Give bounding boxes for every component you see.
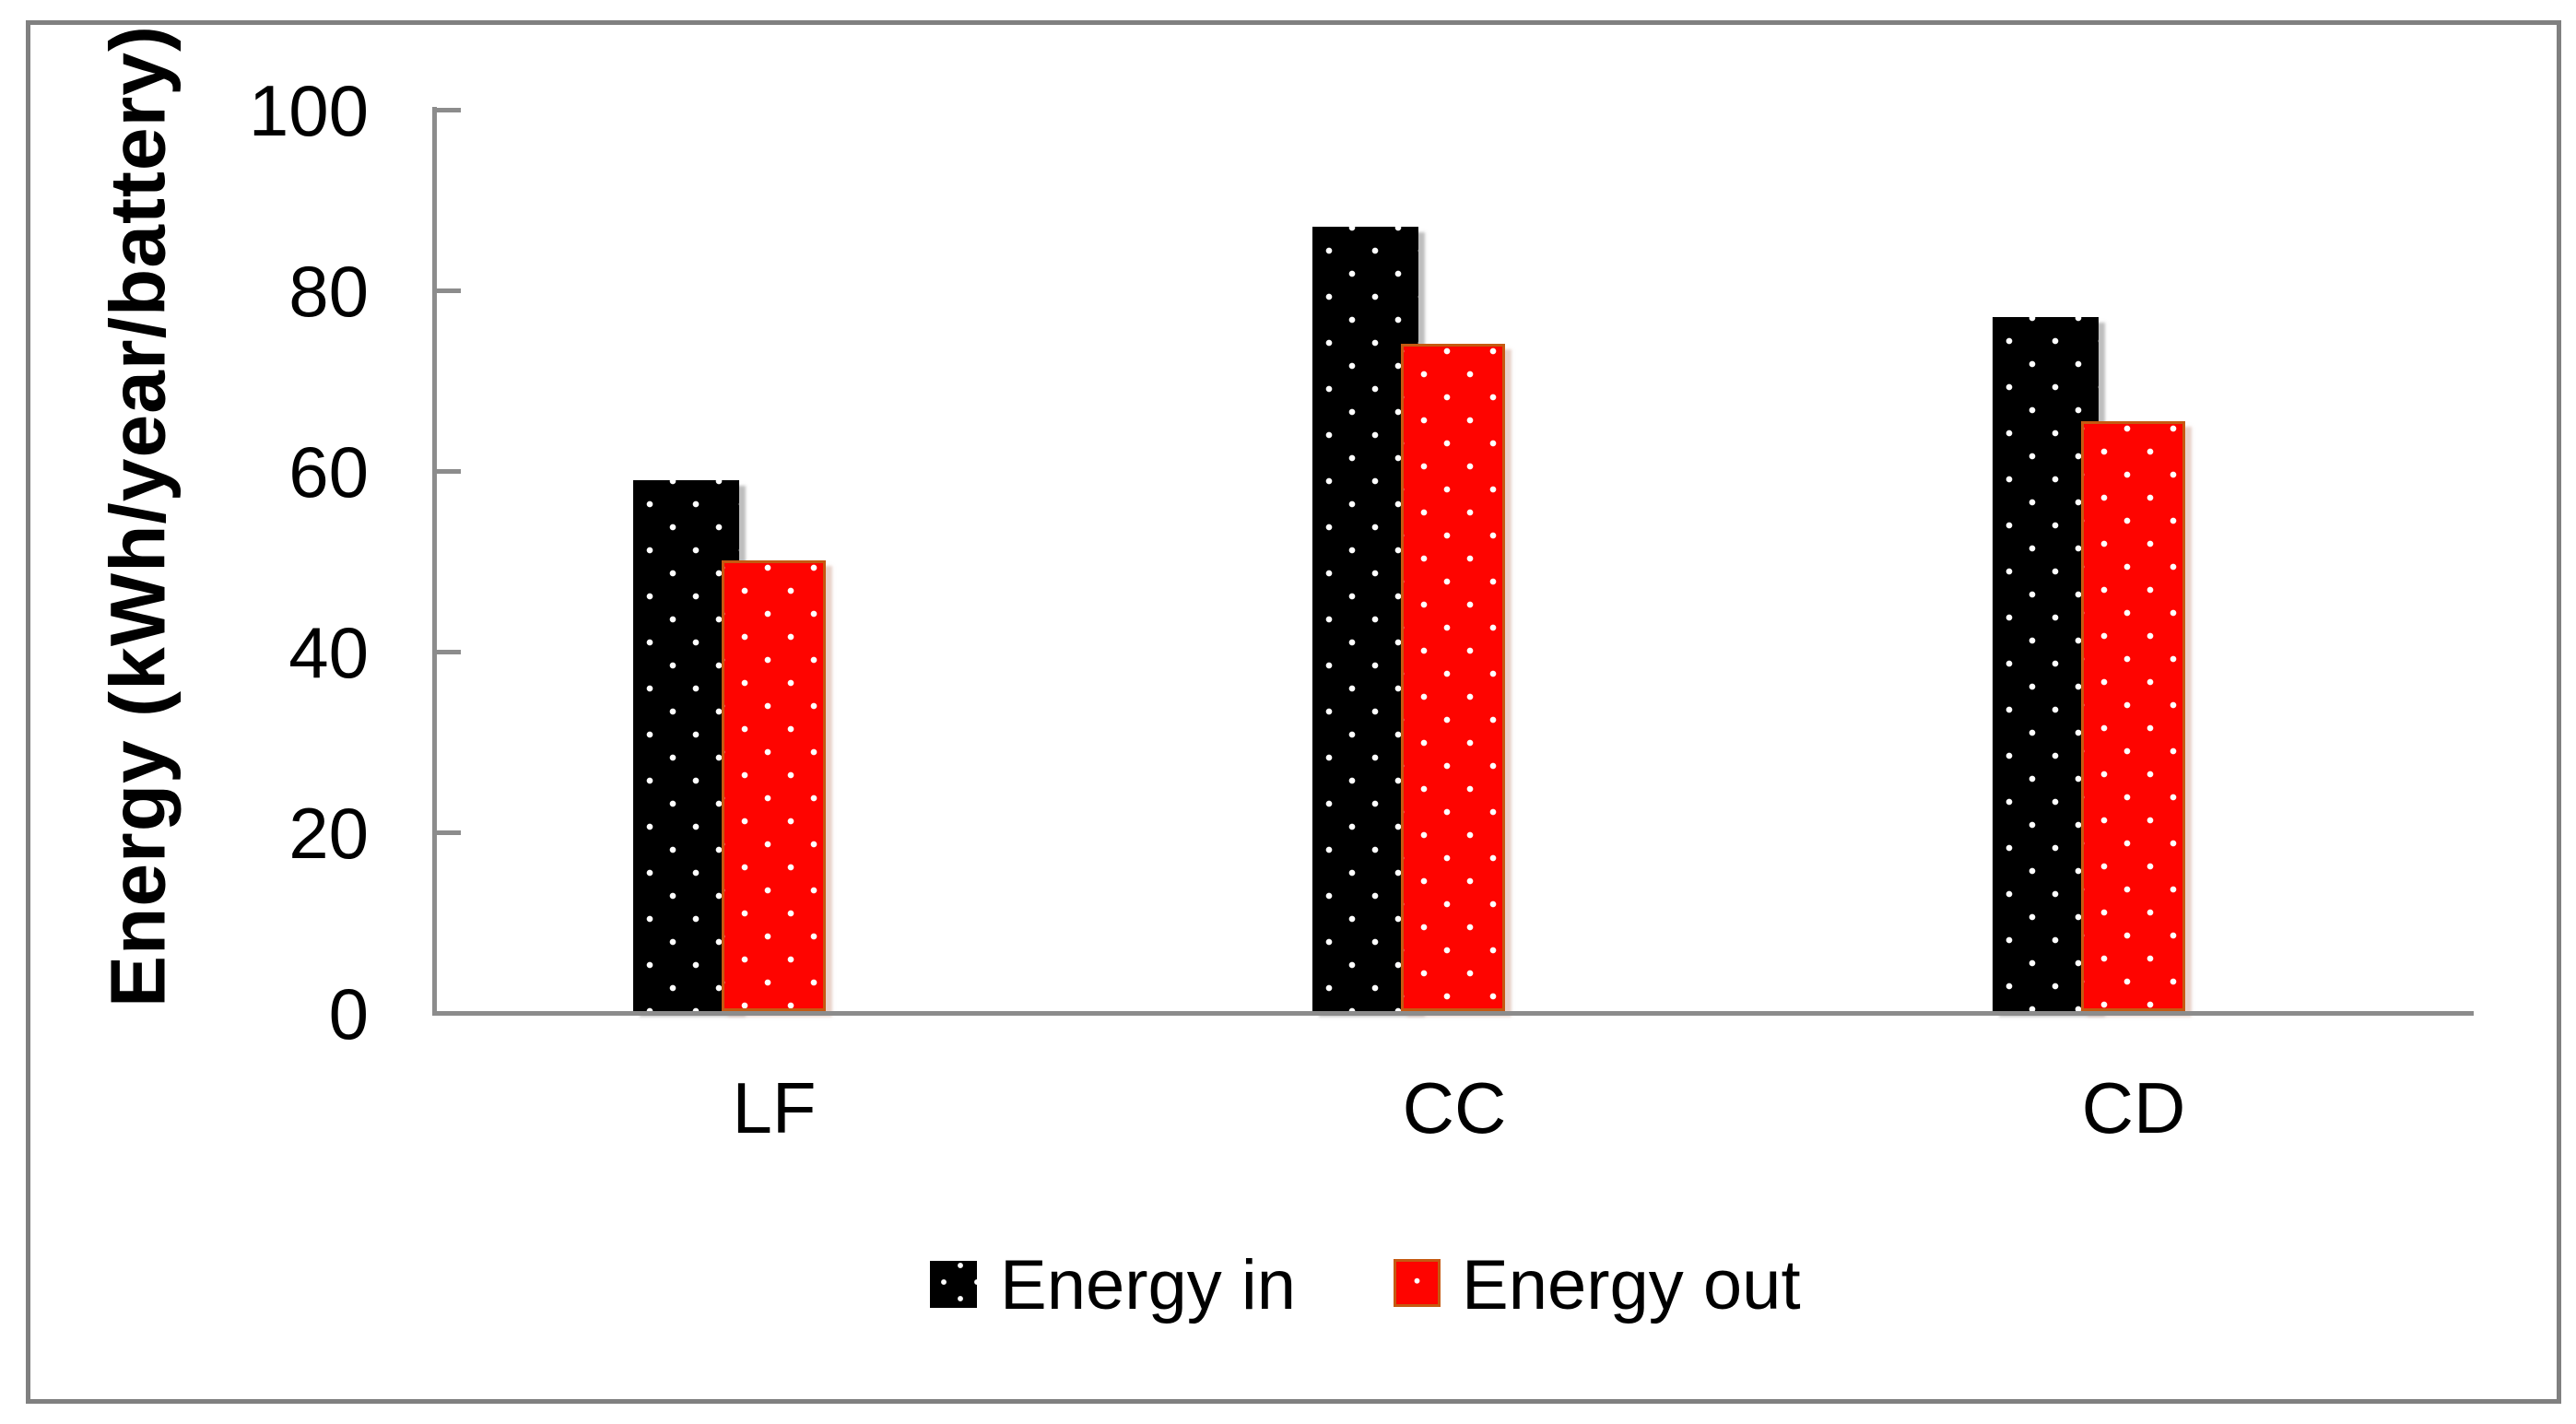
bar-energy-out-lf xyxy=(722,560,826,1011)
legend-swatch-energy-in xyxy=(930,1261,977,1308)
bar-energy-in-cc xyxy=(1312,227,1418,1011)
x-category-label-cc: CC xyxy=(1402,1067,1507,1148)
x-category-label-lf: LF xyxy=(732,1067,817,1148)
y-tick-100 xyxy=(435,108,461,112)
chart-outer-frame xyxy=(26,20,2561,1404)
y-tick-60 xyxy=(435,469,461,474)
legend-swatch-energy-out xyxy=(1394,1259,1441,1307)
legend-label-energy-out: Energy out xyxy=(1462,1246,1801,1324)
bar-energy-in-cd xyxy=(1993,317,2099,1011)
legend-label-energy-in: Energy in xyxy=(1000,1246,1297,1324)
x-category-label-cd: CD xyxy=(2081,1067,2186,1148)
y-tick-80 xyxy=(435,288,461,293)
bar-energy-in-lf xyxy=(633,480,739,1011)
y-tick-label-20: 20 xyxy=(288,793,369,874)
y-tick-label-80: 80 xyxy=(288,251,369,332)
y-tick-label-40: 40 xyxy=(288,612,369,693)
y-axis-line xyxy=(432,107,437,1016)
y-tick-20 xyxy=(435,830,461,835)
y-tick-label-60: 60 xyxy=(288,431,369,512)
y-tick-40 xyxy=(435,650,461,654)
y-tick-label-0: 0 xyxy=(328,973,369,1054)
x-axis-line xyxy=(432,1011,2474,1016)
bar-energy-out-cc xyxy=(1400,344,1505,1011)
y-tick-label-100: 100 xyxy=(248,70,369,151)
bar-energy-out-cd xyxy=(2081,421,2185,1011)
